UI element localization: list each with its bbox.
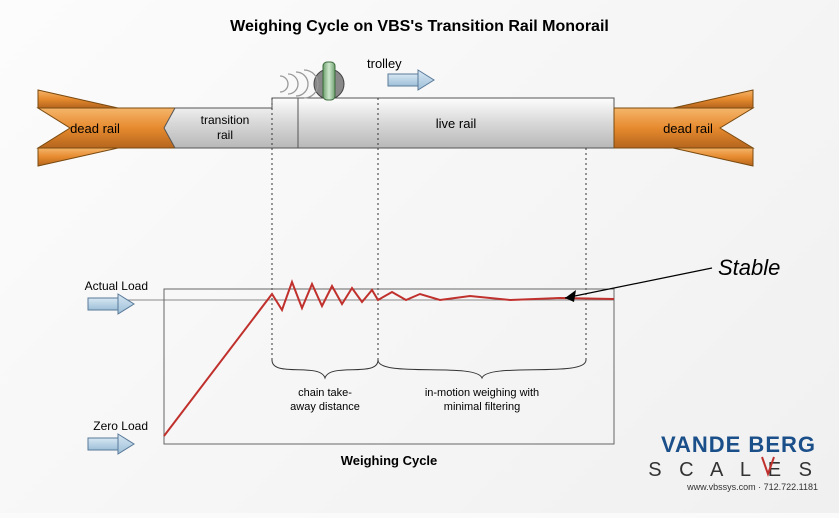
dead-rail-left-wing2 (38, 148, 118, 166)
dead-rail-right-wing2 (673, 148, 753, 166)
trolley-icon (314, 62, 344, 100)
dead-rail-left-wing1 (38, 90, 118, 108)
zone2-label-a: in-motion weighing with (425, 387, 539, 399)
stable-label: Stable (718, 255, 780, 280)
zone1-label-b: away distance (290, 401, 360, 413)
trolley-label: trolley (367, 56, 402, 71)
brace-2-icon (378, 360, 586, 378)
brand-line2: S C A L E S (648, 459, 818, 481)
brand-logo: VANDE BERG S C A L E S www.vbssys.com · … (648, 432, 818, 492)
chart-box (164, 289, 614, 444)
x-axis-label: Weighing Cycle (341, 453, 438, 468)
zone1-label-a: chain take- (298, 387, 352, 399)
live-rail-label: live rail (436, 116, 477, 131)
dead-rail-right-wing1 (673, 90, 753, 108)
motion-lines-icon (280, 70, 318, 98)
transition-rail-label-1: transition (201, 113, 250, 127)
dead-rail-left-label: dead rail (70, 121, 120, 136)
zone2-label-b: minimal filtering (444, 401, 520, 413)
dead-rail-right-label: dead rail (663, 121, 713, 136)
zero-load-arrow-icon (88, 434, 134, 454)
brand-line3: www.vbssys.com · 712.722.1181 (686, 482, 818, 492)
weighing-signal-line (164, 282, 614, 436)
actual-load-arrow-icon (88, 294, 134, 314)
transition-rail-label-2: rail (217, 128, 233, 142)
trolley-direction-arrow-icon (388, 70, 434, 90)
brace-1-icon (272, 360, 378, 378)
stable-arrow-line (565, 268, 712, 298)
diagram-title: Weighing Cycle on VBS's Transition Rail … (0, 18, 839, 36)
actual-load-label: Actual Load (85, 279, 148, 293)
zero-load-label: Zero Load (93, 419, 148, 433)
brand-line1: VANDE BERG (661, 432, 816, 457)
diagram-svg: dead rail transition rail live rail dead… (0, 0, 839, 513)
